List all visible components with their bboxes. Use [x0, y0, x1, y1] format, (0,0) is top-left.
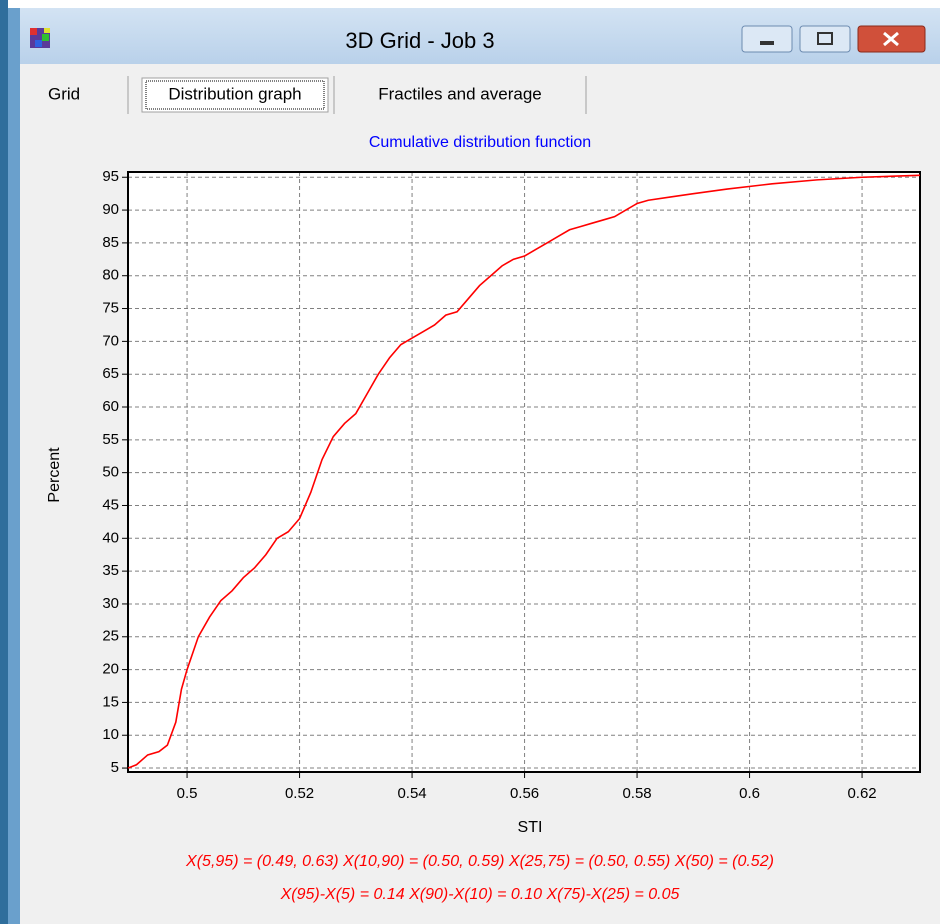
- app-icon: [30, 28, 50, 48]
- maximize-button[interactable]: [799, 25, 851, 53]
- y-tick-label: 90: [102, 201, 119, 218]
- y-tick-label: 80: [102, 267, 119, 284]
- chart-title: Cumulative distribution function: [369, 134, 591, 151]
- y-tick-label: 30: [102, 595, 119, 612]
- x-tick-label: 0.52: [285, 785, 314, 802]
- x-tick-label: 0.54: [397, 785, 426, 802]
- x-tick-label: 0.56: [510, 785, 539, 802]
- window-border: [8, 8, 20, 924]
- tab-active[interactable]: [141, 77, 329, 113]
- y-tick-label: 70: [102, 332, 119, 349]
- y-tick-label: 5: [111, 759, 119, 776]
- y-tick-label: 35: [102, 562, 119, 579]
- tab[interactable]: Grid: [48, 84, 80, 103]
- close-button[interactable]: [857, 25, 926, 53]
- y-tick-label: 60: [102, 398, 119, 415]
- plot-area: [128, 172, 920, 772]
- focus-rect: [145, 80, 325, 110]
- y-tick-label: 55: [102, 431, 119, 448]
- fractile-summary: X(5,95) = (0.49, 0.63) X(10,90) = (0.50,…: [185, 853, 774, 870]
- tab-bar: Grid Distribution graph Fractiles and av…: [48, 76, 587, 114]
- fractile-summary: X(95)-X(5) = 0.14 X(90)-X(10) = 0.10 X(7…: [280, 886, 680, 903]
- plot-frame: [127, 171, 921, 773]
- minimize-button[interactable]: [741, 25, 793, 53]
- top-strip: [0, 0, 940, 8]
- x-axis-label: STI: [518, 819, 543, 836]
- tab[interactable]: Fractiles and average: [378, 84, 541, 103]
- y-tick-label: 65: [102, 365, 119, 382]
- y-tick-label: 50: [102, 464, 119, 481]
- y-tick-label: 40: [102, 529, 119, 546]
- x-tick-label: 0.58: [622, 785, 651, 802]
- y-tick-label: 15: [102, 693, 119, 710]
- y-tick-label: 10: [102, 726, 119, 743]
- x-tick-label: 0.5: [177, 785, 198, 802]
- cdf-line: [127, 174, 921, 769]
- tab[interactable]: Distribution graph: [168, 84, 301, 103]
- x-tick-label: 0.6: [739, 785, 760, 802]
- y-tick-label: 45: [102, 496, 119, 513]
- left-edge: [0, 0, 8, 924]
- y-tick-label: 20: [102, 661, 119, 678]
- y-tick-label: 95: [102, 168, 119, 185]
- y-tick-label: 75: [102, 300, 119, 317]
- y-tick-label: 85: [102, 234, 119, 251]
- y-axis-label: Percent: [46, 447, 63, 503]
- window-title: 3D Grid - Job 3: [345, 28, 494, 53]
- y-tick-label: 25: [102, 628, 119, 645]
- x-tick-label: 0.62: [847, 785, 876, 802]
